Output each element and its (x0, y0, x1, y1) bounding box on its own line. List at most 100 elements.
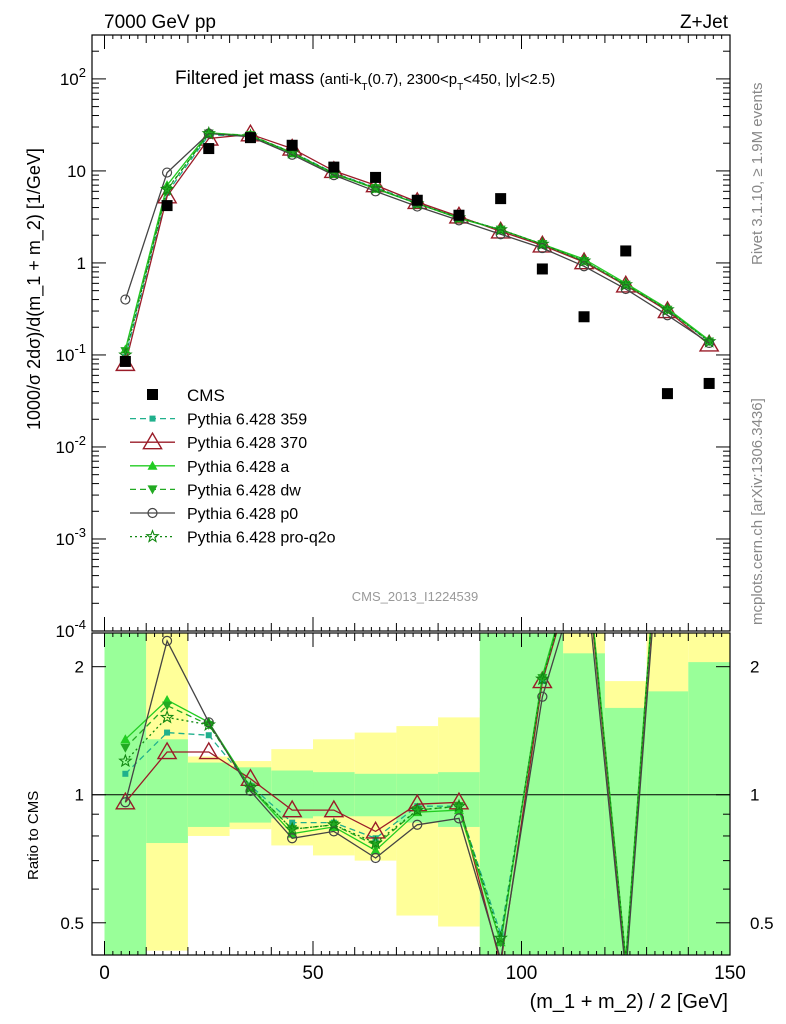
ratio-y-tick-label-right: 1 (750, 786, 759, 805)
legend-marker-5 (145, 529, 160, 543)
legend-label-0: Pythia 6.428 359 (187, 412, 307, 429)
ratio-point-5 (326, 817, 342, 831)
data-point (578, 311, 590, 323)
y-tick-label: 10-4 (56, 617, 86, 641)
ratio-y-tick-label: 1 (75, 786, 84, 805)
ratio-y-ticks: 0.5 0.5 1 1 2 2 (60, 658, 773, 933)
ratio-point-4 (370, 852, 381, 864)
ratio-x-ticks: 0 50 100 150 (99, 633, 746, 984)
data-point (661, 388, 673, 400)
series-point-5 (201, 125, 216, 140)
ratio-point-4 (287, 833, 298, 844)
ratio-point-1 (323, 799, 345, 818)
series-point-1 (532, 234, 553, 253)
ratio-y-tick-label-right: 0.5 (750, 914, 774, 933)
header-right: Z+Jet (680, 12, 729, 33)
series-point-4 (495, 229, 506, 240)
ratio-point-0 (497, 931, 504, 938)
series-point-3 (120, 347, 131, 357)
ratio-point-5 (451, 798, 467, 813)
series-point-4 (120, 294, 131, 305)
data-point (161, 200, 173, 212)
legend-label-data: CMS (187, 386, 225, 405)
ratio-point-0 (122, 770, 129, 777)
y-tick-label: 10-2 (56, 433, 86, 457)
legend-label-1: Pythia 6.428 370 (187, 435, 307, 452)
mcplots-label: mcplots.cern.ch [arXiv:1306.3436] (749, 398, 766, 625)
legend-marker-3 (147, 485, 158, 495)
ratio-line-4 (124, 633, 653, 955)
data-point (453, 209, 465, 221)
series-point-5 (535, 236, 550, 251)
ratio-point-5 (493, 930, 508, 945)
ratio-point-4 (537, 691, 548, 702)
ratio-point-4 (412, 819, 423, 830)
data-point (286, 139, 298, 151)
legend-marker-0 (149, 415, 156, 422)
band-green (521, 633, 564, 955)
data-point (244, 132, 256, 144)
ratio-point-4 (161, 635, 173, 646)
legend-label-4: Pythia 6.428 p0 (187, 506, 298, 523)
series-point-5 (701, 333, 717, 348)
legend: CMS Pythia 6.428 359 Pythia 6.428 370 Pythi… (130, 386, 336, 547)
ratio-point-5 (159, 709, 175, 724)
legend-marker-1 (142, 431, 163, 450)
legend-label-3: Pythia 6.428 dw (187, 482, 301, 499)
main-x-ticks (104, 35, 731, 631)
data-point (411, 194, 423, 206)
data-point (703, 377, 715, 389)
legend-marker-4 (147, 507, 158, 519)
series-point-4 (161, 167, 173, 178)
ratio-y-tick-label: 2 (75, 658, 84, 677)
y-tick-label: 102 (60, 65, 86, 89)
series-point-5 (576, 253, 592, 268)
main-title-detail: (anti-kT(0.7), 2300<pT<450, |y|<2.5) (320, 71, 556, 93)
ratio-y-axis-label: Ratio to CMS (25, 791, 42, 880)
data-point (495, 193, 507, 205)
rivet-label: Rivet 3.1.10, ≥ 1.9M events (749, 83, 766, 266)
series-point-1 (657, 300, 678, 319)
series-line-4 (124, 132, 710, 344)
ratio-point-3 (162, 701, 173, 711)
series-point-5 (159, 181, 175, 196)
series-point-4 (662, 310, 673, 321)
data-point (203, 143, 215, 155)
ratio-point-3 (120, 743, 131, 753)
data-point (536, 263, 548, 275)
ratio-point-5 (409, 802, 425, 817)
x-axis-label: (m_1 + m_2) / 2 [GeV] (530, 991, 728, 1013)
x-tick-label: 100 (506, 963, 538, 984)
analysis-ref: CMS_2013_I1224539 (352, 589, 479, 604)
series-point-1 (490, 220, 511, 239)
ratio-point-5 (201, 717, 216, 731)
band-green (563, 653, 605, 955)
series-point-1 (573, 251, 595, 270)
band-green (313, 772, 355, 817)
y-tick-label: 10-3 (56, 525, 86, 549)
y-tick-label: 1 (77, 254, 86, 273)
legend-marker-data (147, 389, 158, 400)
data-point (119, 355, 131, 367)
ratio-point-4 (453, 813, 465, 824)
ratio-line-5 (124, 633, 652, 955)
main-title-text: Filtered jet mass (175, 68, 314, 89)
data-point (370, 171, 382, 183)
ratio-point-5 (285, 821, 300, 836)
ratio-point-4 (120, 797, 131, 808)
legend-label-2: Pythia 6.428 a (187, 459, 289, 476)
series-point-5 (618, 277, 634, 291)
ratio-y-tick-label-right: 2 (750, 658, 759, 677)
series-point-5 (368, 180, 383, 195)
ratio-point-5 (535, 671, 550, 686)
main-plot-marks (115, 123, 720, 400)
x-tick-label: 150 (714, 963, 746, 984)
ratio-point-0 (164, 729, 171, 736)
series-line-3 (124, 132, 710, 352)
series-point-5 (660, 302, 675, 316)
main-panel-frame (91, 34, 731, 632)
ratio-point-1 (156, 741, 178, 760)
band-green (146, 739, 188, 844)
legend-marker-2 (147, 460, 158, 470)
